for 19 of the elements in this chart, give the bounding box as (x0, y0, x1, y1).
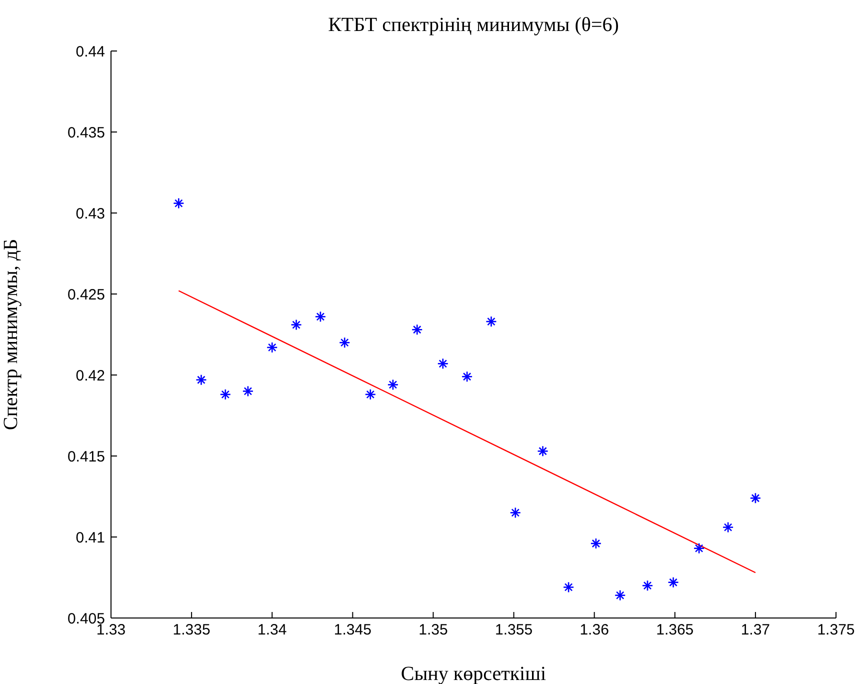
x-tick-label: 1.35 (418, 622, 448, 639)
x-axis-title: Сыну көрсеткіші (400, 663, 547, 684)
chart-title: КТБТ спектрінің минимумы (θ=6) (327, 14, 620, 37)
x-tick-label: 1.355 (495, 622, 533, 639)
x-tick-label: 1.345 (334, 622, 372, 639)
x-tick-label: 1.36 (580, 622, 609, 639)
x-tick-label: 1.365 (656, 622, 694, 639)
y-tick-label: 0.44 (76, 43, 105, 60)
x-tick-label: 1.37 (740, 622, 770, 639)
y-tick-label: 0.43 (76, 205, 105, 222)
y-tick-label: 0.41 (76, 529, 105, 546)
y-tick-label: 0.415 (67, 448, 105, 466)
y-tick-label: 0.435 (67, 124, 105, 142)
y-tick-label: 0.42 (76, 367, 105, 384)
x-tick-label: 1.34 (258, 622, 287, 639)
y-axis-title: Спектр минимумы, дБ (0, 238, 22, 430)
x-tick-label: 1.335 (172, 622, 210, 639)
x-tick-label: 1.375 (817, 622, 855, 639)
y-tick-label: 0.425 (67, 286, 105, 304)
